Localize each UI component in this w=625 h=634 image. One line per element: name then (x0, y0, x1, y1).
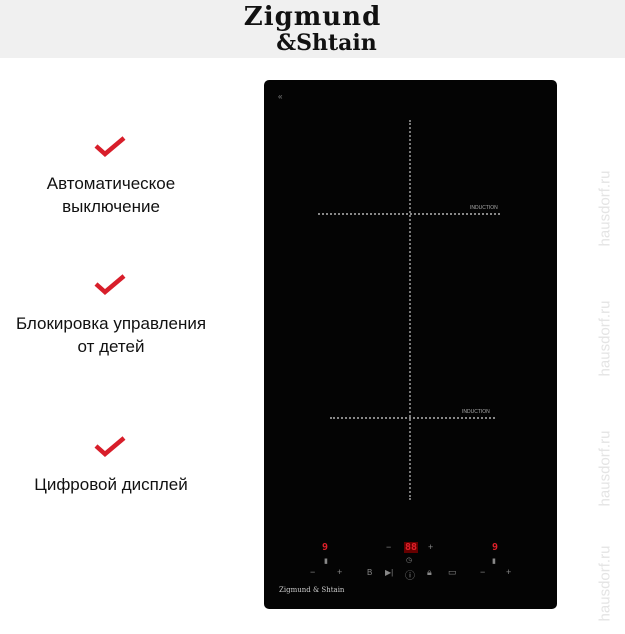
lock-button-icon[interactable]: 🔒︎ (427, 567, 432, 577)
left-zone-display: 9 (322, 542, 329, 553)
zone-bottom-line (330, 417, 495, 419)
header-band: Zigmund &Shtain (0, 0, 625, 58)
brand-logo-line1: Zigmund (243, 2, 382, 32)
feature-child-lock: Блокировка управления от детей (15, 314, 207, 356)
watermark: hausdorf.ru (596, 545, 614, 622)
right-minus-button[interactable]: − (480, 567, 486, 577)
timer-plus-button[interactable]: + (428, 542, 434, 552)
checkmark-icon (94, 436, 126, 457)
checkmark-icon (94, 274, 126, 295)
zone-divider (409, 120, 413, 500)
pause-button-icon[interactable]: ▶| (385, 568, 394, 577)
boost-button-icon[interactable]: B (367, 568, 373, 577)
left-minus-button[interactable]: − (310, 567, 316, 577)
timer-display: 88 (404, 542, 419, 553)
right-zone-display: 9 (492, 542, 499, 553)
induction-hob: « INDUCTION INDUCTION 9 88 9 − + ◷ ▮ ▮ −… (264, 80, 557, 609)
timer-icon: ◷ (406, 557, 413, 564)
power-button-icon[interactable]: ⓘ (405, 571, 415, 582)
zone-bottom-label: INDUCTION (462, 409, 490, 415)
brand-logo-line2: &Shtain (276, 30, 377, 56)
right-zone-indicator-icon: ▮ (492, 558, 496, 565)
timer-minus-button[interactable]: − (386, 542, 392, 552)
checkmark-icon (94, 136, 126, 157)
feature-auto-off: Автоматическое выключение (46, 174, 176, 216)
watermark: hausdorf.ru (596, 430, 614, 507)
left-plus-button[interactable]: + (337, 567, 343, 577)
hob-corner-mark-icon: « (278, 92, 283, 101)
left-zone-indicator-icon: ▮ (324, 558, 328, 565)
zone-top-label: INDUCTION (470, 205, 498, 211)
right-plus-button[interactable]: + (506, 567, 512, 577)
keep-warm-button-icon[interactable]: ▭ (448, 567, 457, 577)
feature-digital-display: Цифровой дисплей (34, 475, 188, 494)
watermark: hausdorf.ru (596, 300, 614, 377)
zone-top-line (318, 213, 500, 215)
hob-brand-label: Zigmund & Shtain (279, 586, 345, 594)
watermark: hausdorf.ru (596, 170, 614, 247)
